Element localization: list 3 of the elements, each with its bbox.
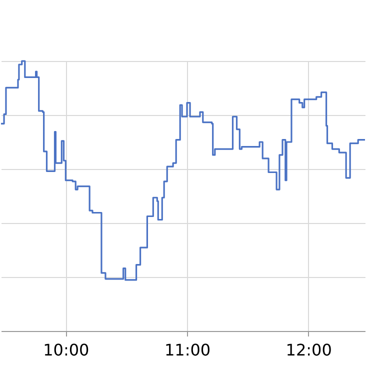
x-tick-label: 11:00 — [164, 340, 211, 360]
x-tick-label: 12:00 — [286, 340, 332, 360]
x-tick-label: 10:00 — [43, 340, 90, 360]
